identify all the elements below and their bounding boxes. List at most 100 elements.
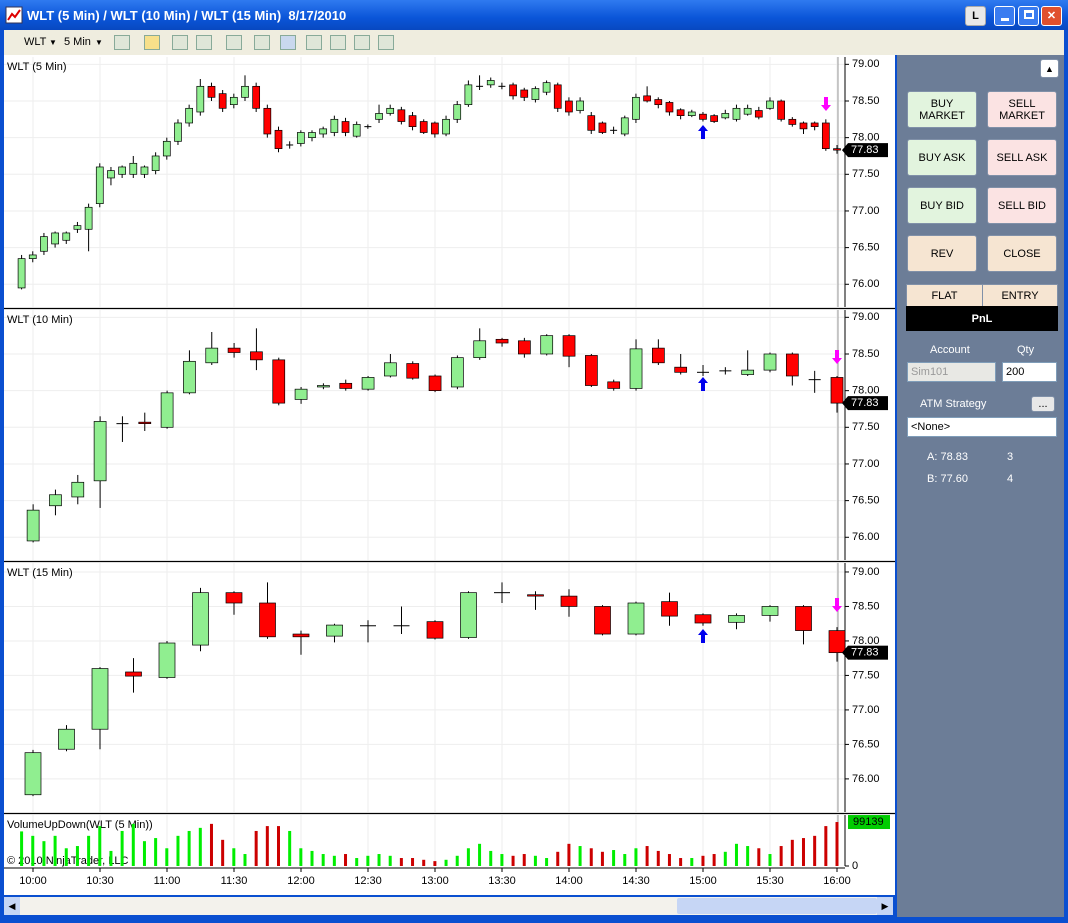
maximize-button[interactable] [1018, 6, 1039, 26]
candle-body [743, 107, 752, 115]
buy-market-button[interactable]: BUY MARKET [907, 91, 977, 128]
sell-market-button[interactable]: SELL MARKET [987, 91, 1057, 128]
sell-ask-button[interactable]: SELL ASK [987, 139, 1057, 176]
volume-tag [848, 815, 890, 830]
buy-arrow [698, 125, 708, 139]
pane-title: WLT (5 Min) [7, 61, 67, 73]
x-tick-label: 14:30 [622, 875, 650, 887]
tool-icon[interactable] [330, 35, 346, 50]
volume-bar [455, 855, 459, 866]
scrollbar[interactable]: ◀ ▶ [4, 897, 893, 915]
volume-bar [489, 850, 493, 866]
x-tick-label: 15:30 [756, 875, 784, 887]
volume-bar [31, 835, 35, 866]
last-price-tag [848, 645, 888, 660]
candle-body [151, 155, 160, 171]
candle-body [308, 132, 316, 138]
candle-body [317, 385, 330, 388]
tool-icon[interactable] [172, 35, 188, 50]
candle-body [687, 111, 696, 117]
window-title: WLT (5 Min) / WLT (10 Min) / WLT (15 Min… [27, 8, 347, 23]
instrument-selector[interactable]: WLT [24, 36, 47, 48]
pnl-cell: PnL [906, 306, 1058, 331]
atm-select[interactable]: <None> [907, 417, 1057, 437]
buy-bid-button[interactable]: BUY BID [907, 187, 977, 224]
volume-bar [556, 851, 560, 866]
zoom-icon[interactable] [254, 35, 270, 50]
volume-bar [232, 848, 236, 866]
volume-bar [623, 854, 627, 866]
volume-bar [422, 859, 426, 866]
candle-body [330, 118, 339, 133]
volume-bar [433, 861, 437, 866]
volume-bar [154, 838, 158, 866]
last-price-tag [848, 143, 888, 158]
sell-bid-button[interactable]: SELL BID [987, 187, 1057, 224]
buy-ask-button[interactable]: BUY ASK [907, 139, 977, 176]
tool-icon[interactable] [378, 35, 394, 50]
account-select[interactable]: Sim101 [907, 362, 996, 382]
candle-body [741, 369, 755, 375]
volume-bar [198, 827, 202, 866]
atm-button[interactable]: ... [1031, 396, 1055, 412]
volume-bar [466, 848, 470, 866]
candle-body [473, 340, 487, 359]
close-position-button[interactable]: CLOSE [987, 235, 1057, 272]
sell-arrow [821, 97, 831, 111]
candle-body [531, 88, 540, 100]
last-price-tag [848, 396, 888, 411]
volume-bar [299, 848, 303, 866]
tool-icon[interactable] [306, 35, 322, 50]
candle-body [799, 122, 808, 130]
draw-icon[interactable] [144, 35, 160, 50]
y-tick-label: 78.00 [852, 385, 880, 397]
y-tick-label: 76.50 [852, 242, 880, 254]
candle-body [542, 82, 551, 93]
candle-body [795, 606, 812, 631]
volume-bar [209, 823, 213, 866]
volume-bar [399, 858, 403, 866]
volume-bar [813, 835, 817, 866]
bar-type-icon[interactable] [114, 35, 130, 50]
volume-bar [500, 854, 504, 866]
interval-selector[interactable]: 5 Min [64, 36, 91, 48]
pane-title: WLT (15 Min) [7, 567, 73, 579]
qty-input[interactable]: 200 [1002, 362, 1057, 382]
volume-bar [109, 850, 113, 866]
candle-body [272, 359, 286, 404]
last-price-label: 77.83 [851, 144, 879, 156]
candle-body [620, 117, 629, 135]
candle-body [406, 363, 420, 379]
candle-body [694, 614, 712, 624]
candle-body [509, 84, 517, 97]
candle-body [158, 642, 176, 678]
candle-body [652, 347, 665, 364]
tool-icon[interactable] [196, 35, 212, 50]
candle-body [788, 118, 797, 125]
cursor-icon[interactable] [226, 35, 242, 50]
candle-body [250, 351, 263, 361]
minimize-button[interactable] [994, 6, 1015, 26]
volume-bar [757, 848, 761, 866]
volume-bar [120, 830, 124, 866]
volume-bar [277, 826, 280, 866]
entry-cell: ENTRY [982, 284, 1058, 307]
close-button[interactable]: ✕ [1041, 6, 1062, 26]
volume-bar [612, 850, 616, 866]
volume-bar [288, 830, 292, 866]
atm-label: ATM Strategy [920, 398, 987, 410]
volume-bar [265, 826, 269, 866]
link-button[interactable]: L [965, 6, 986, 26]
collapse-button[interactable]: ▲ [1040, 59, 1059, 78]
tool-icon[interactable] [354, 35, 370, 50]
volume-bar [355, 858, 359, 866]
y-tick-label: 78.50 [852, 348, 880, 360]
candle-body [426, 621, 444, 639]
buy-arrow [698, 629, 708, 643]
tool-icon[interactable] [280, 35, 296, 50]
candle-body [205, 347, 219, 364]
rev-button[interactable]: REV [907, 235, 977, 272]
candle-body [495, 338, 509, 344]
candle-body [62, 232, 71, 241]
candle-body [431, 122, 439, 135]
